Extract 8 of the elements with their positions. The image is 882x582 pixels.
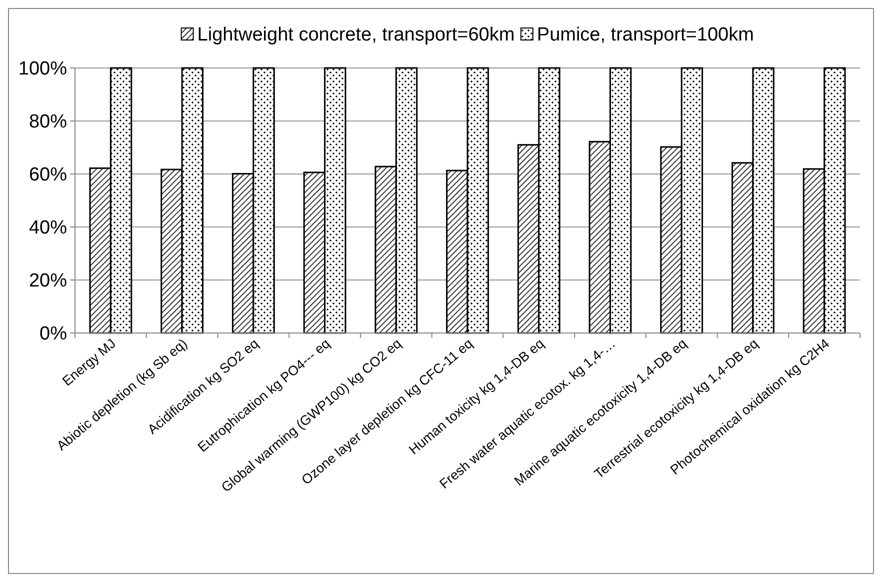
y-tick-label: 100% bbox=[18, 58, 68, 80]
y-tick-label: 80% bbox=[28, 112, 68, 133]
legend-label: Pumice, transport=100km bbox=[536, 24, 754, 46]
y-tick-label: 20% bbox=[28, 270, 68, 292]
y-tick-label: 0% bbox=[40, 324, 68, 345]
y-tick-label: 60% bbox=[28, 164, 68, 186]
legend-label: Lightweight concrete, transport=60km bbox=[197, 24, 515, 46]
y-tick-label: 40% bbox=[28, 218, 68, 239]
